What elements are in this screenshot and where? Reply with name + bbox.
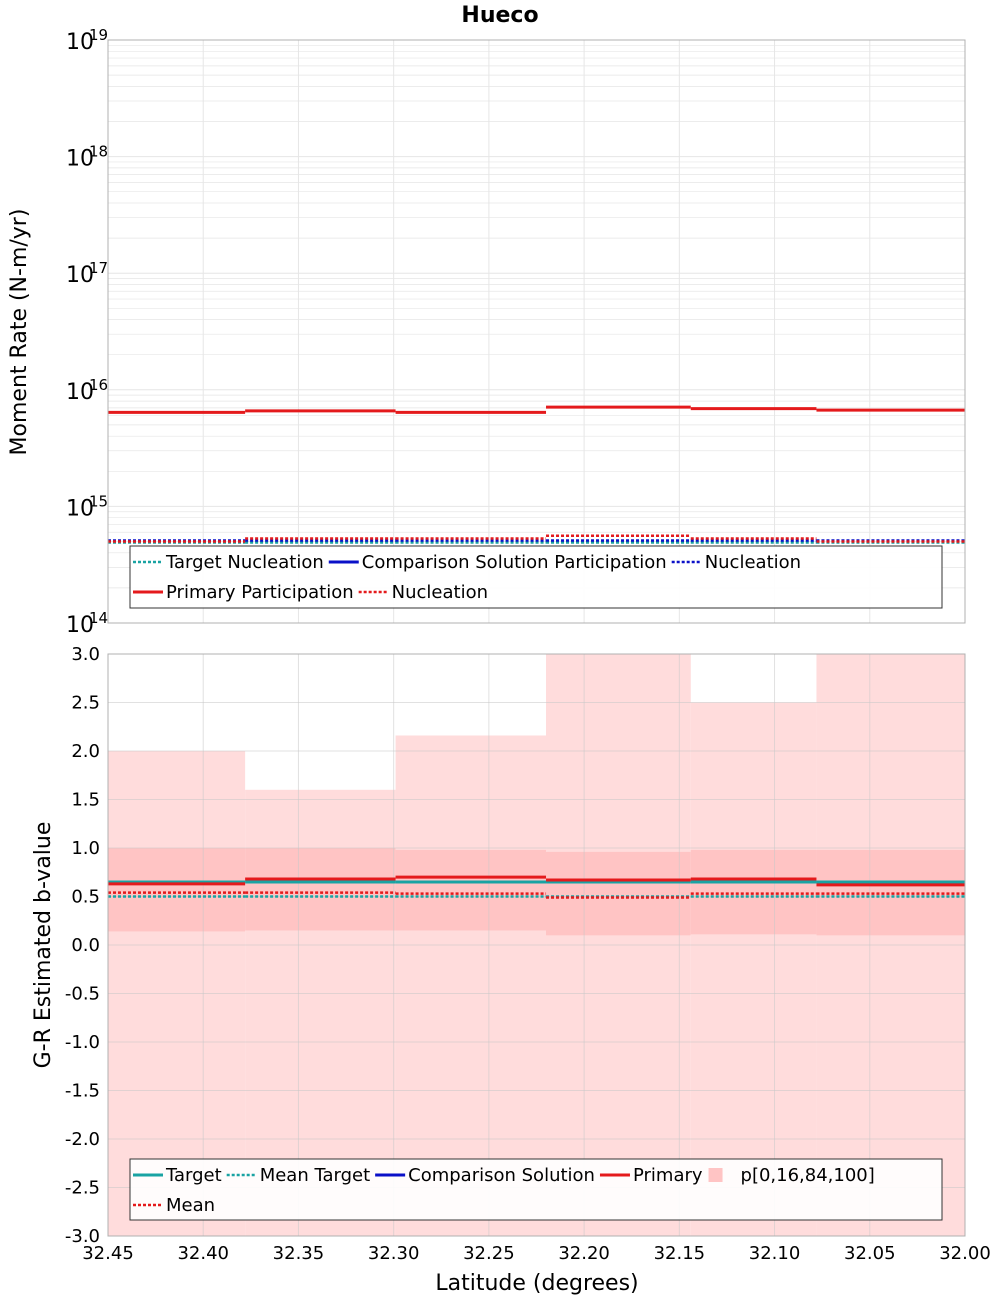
bottom-y-tick-label: 1.0 — [71, 838, 100, 859]
top-y-tick-exponent: 16 — [89, 376, 108, 394]
band-p0-p100 — [690, 702, 817, 1236]
b-value-panel: 3.0 2.5 2.0 1.5 1.0 0.5 0.0 -0.5 -1.0 -1.5 -2.0 -2.… — [65, 644, 991, 1264]
top-y-tick-exponent: 14 — [89, 609, 108, 627]
top-y-tick-label: 10 — [66, 496, 94, 521]
bottom-y-tick-label: -1.0 — [65, 1032, 100, 1053]
chart-title: Hueco — [461, 3, 538, 28]
top-y-tick-exponent: 17 — [89, 259, 108, 277]
bottom-legend-label: Primary — [633, 1165, 703, 1186]
top-legend-box — [129, 545, 943, 609]
top-legend-label: Nucleation — [705, 552, 801, 573]
bottom-legend-label: Mean — [166, 1195, 215, 1216]
band-p16-p84 — [108, 848, 246, 932]
top-y-tick-label: 10 — [66, 263, 94, 288]
x-tick-label: 32.35 — [273, 1243, 325, 1264]
x-tick-label: 32.45 — [82, 1243, 134, 1264]
top-y-tick-label: 10 — [66, 613, 94, 638]
top-y-tick-exponent: 15 — [89, 492, 108, 510]
bottom-y-tick-label: -3.0 — [65, 1226, 100, 1247]
band-p0-p100 — [395, 735, 547, 1236]
bottom-legend-label: Mean Target — [260, 1165, 370, 1186]
bottom-y-tick-label: -0.5 — [65, 984, 100, 1005]
top-y-axis-label: Moment Rate (N-m/yr) — [7, 209, 32, 456]
top-legend-label: Primary Participation — [166, 582, 354, 603]
bottom-y-tick-label: -1.5 — [65, 1081, 100, 1102]
bottom-y-tick-label: 2.5 — [71, 693, 100, 714]
band-p16-p84 — [546, 851, 691, 936]
band-p16-p84 — [395, 849, 547, 931]
bottom-legend-label: Target — [165, 1165, 222, 1186]
bottom-legend-swatch — [708, 1168, 723, 1182]
bottom-y-tick-label: -2.5 — [65, 1178, 100, 1199]
bottom-legend-box — [129, 1158, 943, 1221]
bottom-legend-label: p[0,16,84,100] — [741, 1165, 875, 1186]
x-tick-label: 32.25 — [463, 1243, 515, 1264]
bottom-y-tick-label: 3.0 — [71, 644, 100, 665]
x-tick-label: 32.15 — [654, 1243, 706, 1264]
bottom-y-axis-label: G-R Estimated b-value — [31, 822, 56, 1069]
x-tick-label: 32.05 — [844, 1243, 896, 1264]
x-tick-label: 32.40 — [177, 1243, 229, 1264]
top-y-tick-label: 10 — [66, 147, 94, 172]
x-axis-label: Latitude (degrees) — [435, 1271, 638, 1296]
bottom-y-tick-label: 0.5 — [71, 887, 100, 908]
top-plot-frame — [107, 39, 966, 624]
top-plot-area — [108, 40, 965, 623]
bottom-y-tick-label: 2.0 — [71, 741, 100, 762]
top-legend-label: Nucleation — [392, 582, 488, 603]
band-p16-p84 — [690, 849, 817, 935]
x-tick-label: 32.30 — [368, 1243, 420, 1264]
x-tick-label: 32.20 — [558, 1243, 610, 1264]
x-tick-label: 32.00 — [939, 1243, 991, 1264]
bottom-y-tick-label: 1.5 — [71, 790, 100, 811]
top-y-tick-label: 10 — [66, 30, 94, 55]
bottom-legend-label: Comparison Solution — [408, 1165, 595, 1186]
bottom-y-tick-label: 0.0 — [71, 935, 100, 956]
top-legend-label: Comparison Solution Participation — [362, 552, 667, 573]
top-legend-label: Target Nucleation — [165, 552, 324, 573]
bottom-plot-frame — [107, 653, 966, 1237]
band-p16-p84 — [816, 849, 965, 936]
top-y-tick-label: 10 — [66, 380, 94, 405]
bottom-y-tick-label: -2.0 — [65, 1129, 100, 1150]
top-y-tick-exponent: 19 — [89, 26, 108, 44]
top-y-tick-exponent: 18 — [89, 143, 108, 161]
x-tick-label: 32.10 — [749, 1243, 801, 1264]
band-p16-p84 — [245, 848, 396, 931]
